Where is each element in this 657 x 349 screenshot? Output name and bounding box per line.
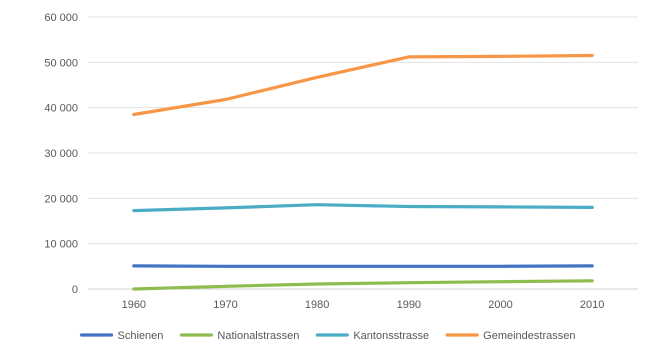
x-tick-label: 1980 bbox=[305, 299, 329, 311]
series-line-kantonsstrasse bbox=[132, 203, 594, 213]
x-tick-label: 2000 bbox=[488, 299, 512, 311]
y-tick-label: 20 000 bbox=[44, 193, 78, 205]
y-tick-label: 60 000 bbox=[44, 12, 78, 24]
legend-label-schienen: Schienen bbox=[118, 330, 164, 342]
legend: Schienen Nationalstrassen Kantonsstrasse Ge… bbox=[79, 330, 575, 342]
x-axis: 1960 1970 1980 1990 2000 2010 bbox=[122, 299, 605, 311]
y-tick-label: 40 000 bbox=[44, 103, 78, 115]
series-line-gemeindestrassen bbox=[132, 53, 594, 117]
x-tick-label: 1990 bbox=[397, 299, 421, 311]
series-line-nationalstrassen bbox=[132, 279, 594, 291]
y-tick-label: 50 000 bbox=[44, 57, 78, 69]
series-lines bbox=[132, 53, 594, 291]
legend-label-kantonsstrasse: Kantonsstrasse bbox=[353, 330, 429, 342]
y-axis: 0 10 000 20 000 30 000 40 000 50 000 60 000 bbox=[44, 12, 78, 296]
legend-label-nationalstrassen: Nationalstrassen bbox=[217, 330, 299, 342]
x-tick-label: 1960 bbox=[122, 299, 146, 311]
x-tick-label: 1970 bbox=[213, 299, 237, 311]
gridlines bbox=[88, 16, 638, 290]
y-tick-label: 30 000 bbox=[44, 148, 78, 160]
y-tick-label: 10 000 bbox=[44, 239, 78, 251]
y-tick-label: 0 bbox=[72, 284, 78, 296]
x-tick-label: 2010 bbox=[580, 299, 604, 311]
legend-label-gemeindestrassen: Gemeindestrassen bbox=[483, 330, 575, 342]
